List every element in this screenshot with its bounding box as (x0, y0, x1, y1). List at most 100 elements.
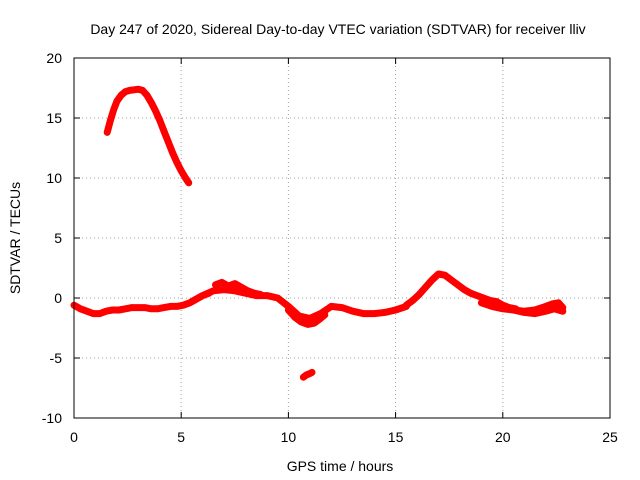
data-point (103, 308, 110, 315)
data-point (381, 309, 389, 316)
data-point (139, 87, 146, 94)
data-point (141, 304, 148, 311)
data-point (165, 138, 172, 146)
y-tick-label: 20 (46, 50, 62, 66)
data-point (110, 106, 117, 113)
data-point (188, 298, 196, 305)
data-point (488, 303, 496, 310)
data-point (306, 315, 313, 322)
data-point (473, 292, 481, 299)
data-point (422, 284, 429, 291)
chart-title: Day 247 of 2020, Sidereal Day-to-day VTE… (90, 21, 585, 37)
data-point (263, 292, 271, 299)
x-tick-label: 20 (495, 429, 511, 445)
data-point (559, 308, 566, 315)
data-point (167, 303, 174, 310)
data-point (285, 306, 292, 314)
data-point (238, 284, 245, 291)
data-point (169, 149, 176, 156)
y-tick-label: 5 (54, 230, 62, 246)
data-point (250, 290, 258, 297)
data-point (113, 98, 121, 105)
data-point (77, 305, 84, 312)
data-point (371, 310, 378, 317)
data-point (231, 280, 238, 287)
data-point (257, 291, 264, 298)
data-point (143, 92, 151, 99)
x-tick-label: 15 (388, 429, 404, 445)
data-point (148, 99, 155, 106)
data-point (435, 270, 442, 278)
data-point (478, 299, 485, 306)
data-point (104, 129, 111, 136)
y-tick-label: 0 (54, 290, 62, 306)
data-point (135, 304, 142, 311)
data-point (185, 179, 192, 186)
data-point (291, 314, 298, 321)
data-point (409, 297, 416, 304)
data-point (212, 281, 219, 288)
plot-frame (73, 57, 611, 419)
data-point (360, 310, 367, 317)
data-point (298, 318, 305, 326)
data-point (317, 315, 324, 322)
data-point (510, 306, 517, 314)
data-point (428, 276, 436, 284)
y-tick-label: 10 (46, 170, 62, 186)
data-point (551, 305, 558, 312)
data-point (231, 287, 238, 294)
x-axis-label: GPS time / hours (287, 458, 394, 474)
data-point (308, 369, 316, 376)
data-point (90, 310, 97, 317)
data-point (349, 308, 356, 315)
data-point (154, 305, 161, 312)
y-tick-label: 15 (46, 110, 62, 126)
y-tick-label: -10 (42, 410, 62, 426)
x-tick-label: 25 (602, 429, 618, 445)
data-point (328, 303, 335, 310)
data-point (244, 287, 251, 294)
data-point (173, 303, 181, 310)
data-point (83, 308, 91, 315)
data-point (109, 306, 116, 314)
data-point (441, 272, 449, 279)
data-point (122, 305, 129, 312)
data-series (70, 85, 567, 381)
data-point (521, 309, 528, 316)
data-point (148, 305, 155, 312)
data-point (403, 302, 410, 309)
data-point (321, 311, 328, 318)
x-tick-label: 0 (70, 429, 78, 445)
data-point (178, 167, 185, 174)
data-point (160, 304, 168, 311)
data-point (338, 304, 346, 311)
data-point (392, 306, 399, 314)
data-point (493, 298, 500, 305)
data-point (461, 286, 468, 293)
data-point (160, 128, 168, 135)
data-point (156, 117, 163, 124)
data-point (416, 291, 423, 298)
data-point (173, 159, 181, 166)
data-point (454, 281, 461, 288)
data-point (542, 308, 549, 315)
x-tick-label: 10 (281, 429, 297, 445)
data-point (531, 310, 539, 317)
data-point (304, 321, 311, 328)
x-tick-label: 5 (177, 429, 185, 445)
data-point (107, 117, 114, 124)
data-point (225, 282, 232, 290)
data-point (199, 292, 206, 299)
data-point (118, 92, 125, 99)
y-tick-label: -5 (50, 350, 63, 366)
tick-labels: 0 5 10 15 20 25 -10 -5 0 5 10 15 20 (42, 50, 618, 445)
data-point (274, 294, 281, 302)
data-point (499, 305, 506, 312)
data-point (210, 287, 217, 294)
data-point (448, 276, 455, 284)
data-point (180, 302, 187, 309)
data-point (467, 290, 474, 297)
data-point (218, 279, 226, 286)
